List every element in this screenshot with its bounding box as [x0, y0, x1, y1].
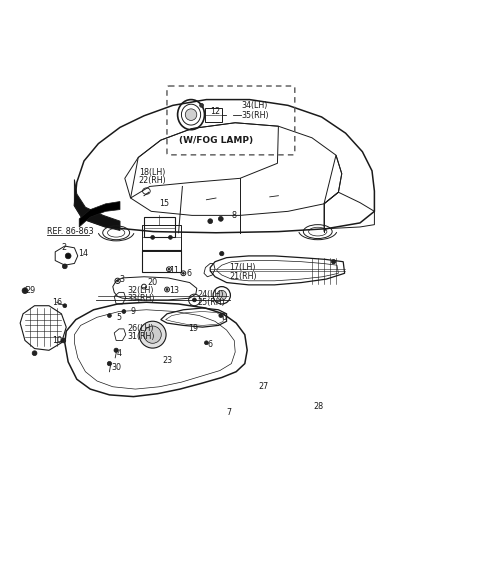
- Text: 28: 28: [313, 402, 323, 411]
- Circle shape: [192, 298, 196, 302]
- Text: 13: 13: [169, 286, 179, 295]
- Text: 12: 12: [210, 107, 220, 116]
- Circle shape: [108, 361, 111, 366]
- Circle shape: [114, 348, 118, 353]
- Ellipse shape: [217, 291, 227, 300]
- Text: 5: 5: [116, 313, 121, 322]
- Text: 9: 9: [131, 307, 136, 316]
- Text: 3: 3: [119, 274, 124, 284]
- Circle shape: [117, 280, 119, 282]
- Bar: [144, 217, 175, 237]
- Text: 30: 30: [111, 363, 121, 372]
- Circle shape: [144, 326, 161, 343]
- Circle shape: [204, 341, 208, 345]
- Bar: [142, 250, 181, 272]
- Text: 26(LH): 26(LH): [127, 324, 154, 334]
- Circle shape: [168, 236, 172, 239]
- Text: 17(LH): 17(LH): [229, 263, 256, 272]
- Circle shape: [219, 314, 223, 317]
- Text: 20: 20: [148, 278, 158, 287]
- Circle shape: [182, 272, 184, 274]
- Text: 32(LH): 32(LH): [127, 286, 154, 295]
- Text: 33(RH): 33(RH): [127, 294, 155, 303]
- Text: 34(LH): 34(LH): [241, 101, 267, 110]
- Circle shape: [208, 219, 213, 223]
- Circle shape: [32, 351, 37, 356]
- Circle shape: [63, 304, 67, 307]
- Text: 7: 7: [227, 408, 232, 417]
- Circle shape: [139, 321, 166, 348]
- Circle shape: [168, 268, 170, 270]
- Bar: [142, 225, 181, 251]
- Circle shape: [61, 338, 66, 343]
- Circle shape: [65, 253, 71, 259]
- Text: 21(RH): 21(RH): [229, 272, 257, 281]
- Text: 27: 27: [258, 382, 268, 391]
- Text: 29: 29: [25, 286, 35, 295]
- Text: 23: 23: [162, 356, 172, 365]
- Text: 15: 15: [159, 199, 169, 208]
- Text: 6: 6: [222, 313, 227, 322]
- Circle shape: [331, 259, 336, 264]
- Circle shape: [108, 314, 111, 317]
- Circle shape: [200, 104, 204, 107]
- Text: 4: 4: [116, 349, 121, 358]
- Text: 2: 2: [61, 243, 67, 252]
- Text: 35(RH): 35(RH): [241, 111, 269, 120]
- Bar: [205, 108, 222, 122]
- Text: 8: 8: [231, 211, 236, 220]
- Circle shape: [22, 288, 28, 294]
- Circle shape: [166, 288, 168, 291]
- Text: 25(RH): 25(RH): [198, 298, 226, 307]
- Circle shape: [62, 264, 67, 269]
- Text: 11: 11: [169, 266, 179, 276]
- Text: 19: 19: [188, 324, 198, 334]
- Text: 31(RH): 31(RH): [127, 332, 155, 342]
- Text: 18(LH): 18(LH): [140, 168, 166, 177]
- Circle shape: [219, 251, 224, 256]
- Text: 24(LH): 24(LH): [198, 290, 224, 299]
- Text: 22(RH): 22(RH): [139, 176, 167, 185]
- Ellipse shape: [185, 109, 197, 120]
- Text: 14: 14: [78, 249, 88, 258]
- Circle shape: [218, 217, 223, 221]
- Text: 10: 10: [52, 336, 62, 345]
- Text: REF. 86-863: REF. 86-863: [47, 227, 94, 236]
- Text: 6: 6: [186, 269, 191, 278]
- Polygon shape: [74, 179, 120, 230]
- Text: (W/FOG LAMP): (W/FOG LAMP): [179, 135, 252, 145]
- Text: 6: 6: [207, 340, 212, 349]
- Polygon shape: [79, 201, 120, 227]
- Text: 16: 16: [52, 298, 62, 307]
- Circle shape: [122, 310, 126, 313]
- Circle shape: [151, 236, 155, 239]
